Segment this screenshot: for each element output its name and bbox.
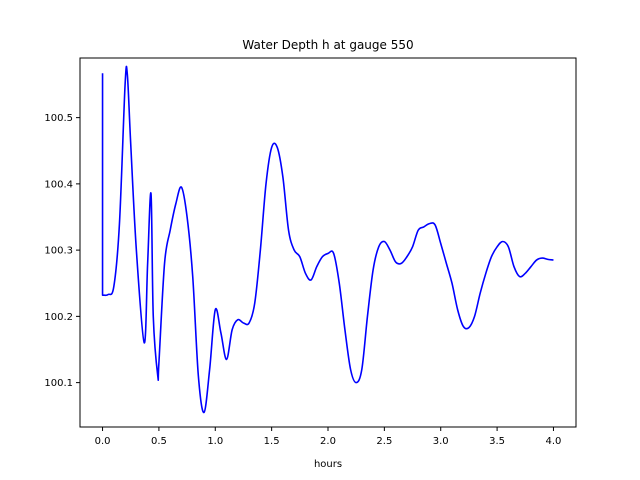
chart-title: Water Depth h at gauge 550 <box>242 38 413 52</box>
y-tick-label: 100.1 <box>44 378 73 389</box>
x-tick-label: 3.5 <box>489 436 505 447</box>
x-tick-label: 3.0 <box>433 436 449 447</box>
x-axis-label: hours <box>314 459 342 470</box>
x-tick-label: 1.0 <box>207 436 223 447</box>
axes-frame <box>79 57 577 428</box>
y-axis: 100.1 100.2 100.3 100.4 100.5 <box>44 113 80 389</box>
y-tick-label: 100.4 <box>44 179 73 190</box>
x-tick-label: 2.0 <box>320 436 336 447</box>
y-tick-label: 100.2 <box>44 312 73 323</box>
plot-area <box>101 65 554 414</box>
y-tick-label: 100.5 <box>44 113 73 124</box>
x-tick-label: 1.5 <box>264 436 280 447</box>
x-tick-label: 2.5 <box>376 436 392 447</box>
x-tick-label: 4.0 <box>546 436 562 447</box>
x-tick-label: 0.0 <box>95 436 111 447</box>
y-tick-label: 100.3 <box>44 246 73 257</box>
x-axis: 0.0 0.5 1.0 1.5 2.0 2.5 3.0 3.5 4.0 <box>95 427 562 447</box>
series-line-0 <box>101 65 554 414</box>
x-tick-label: 0.5 <box>151 436 167 447</box>
